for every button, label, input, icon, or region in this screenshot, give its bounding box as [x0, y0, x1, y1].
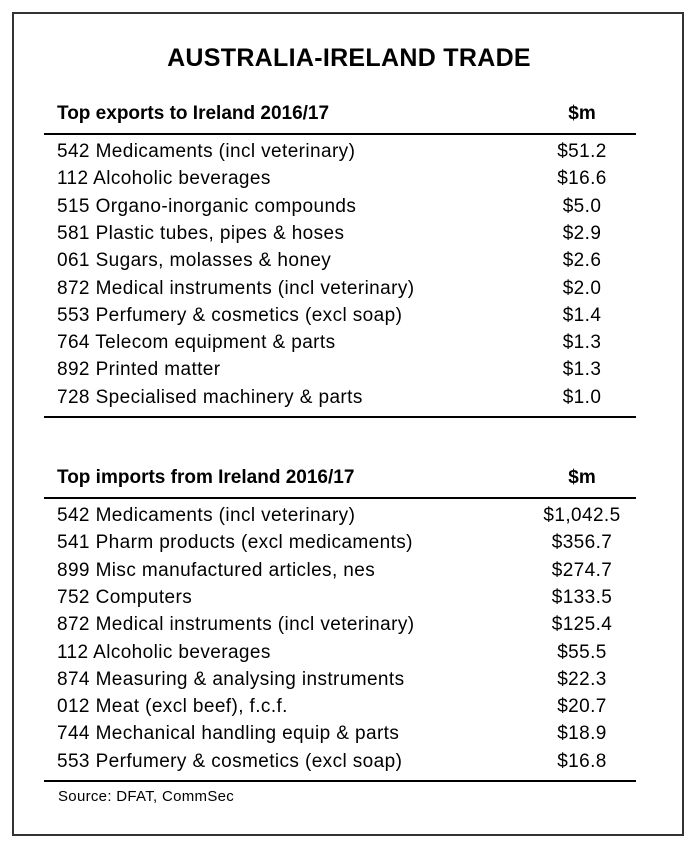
- item-value: $51.2: [557, 141, 607, 162]
- table-row: 012 Meat (excl beef), f.c.f. $20.7: [44, 696, 636, 723]
- item-label: 542 Medicaments (incl veterinary): [57, 505, 356, 526]
- item-value: $1.3: [562, 332, 602, 354]
- item-value: $16.8: [557, 750, 607, 772]
- table-bottom-rule: [44, 416, 636, 418]
- table-row: 581 Plastic tubes, pipes & hoses $2.9: [44, 223, 636, 250]
- table-row: 874 Measuring & analysing instruments $22…: [44, 669, 636, 696]
- item-label: 872 Medical instruments (incl veterinary…: [57, 277, 415, 299]
- table-row: 112 Alcoholic beverages $16.6: [44, 168, 636, 195]
- table-header: Top exports to Ireland 2016/17 $m: [44, 103, 636, 135]
- item-label: 892 Printed matter: [57, 359, 221, 381]
- table-row: 112 Alcoholic beverages $55.5: [44, 642, 636, 669]
- item-label: 899 Misc manufactured articles, nes: [57, 559, 376, 581]
- frame: [12, 12, 684, 836]
- item-label: 744 Mechanical handling equip & parts: [57, 723, 400, 745]
- item-label: 553 Perfumery & cosmetics (excl soap): [57, 304, 403, 326]
- item-value: $22.3: [557, 668, 607, 690]
- item-value: $20.7: [557, 696, 607, 718]
- item-value: $2.6: [562, 250, 602, 272]
- header-label: Top imports from Ireland 2016/17: [57, 467, 355, 488]
- item-value: $16.6: [557, 168, 607, 190]
- table-row: 744 Mechanical handling equip & parts $18…: [44, 723, 636, 750]
- item-label: 752 Computers: [57, 586, 193, 608]
- item-label: 728 Specialised machinery & parts: [57, 386, 363, 408]
- item-value: $1.4: [562, 304, 602, 326]
- item-value: $1.0: [562, 386, 602, 408]
- table-bottom-rule: [44, 780, 636, 782]
- header-unit: $m: [568, 103, 596, 124]
- table-row: 872 Medical instruments (incl veterinary…: [44, 614, 636, 641]
- item-label: 061 Sugars, molasses & honey: [57, 250, 332, 272]
- table-row: 515 Organo-inorganic compounds $5.0: [44, 196, 636, 223]
- title: AUSTRALIA-IRELAND TRADE: [167, 44, 531, 72]
- table-row: 542 Medicaments (incl veterinary) $51.2: [44, 141, 636, 168]
- item-label: 874 Measuring & analysing instruments: [57, 668, 405, 690]
- item-label: 542 Medicaments (incl veterinary): [57, 141, 356, 162]
- item-label: 012 Meat (excl beef), f.c.f.: [57, 696, 288, 718]
- item-value: $55.5: [557, 641, 607, 663]
- table-row: 764 Telecom equipment & parts $1.3: [44, 332, 636, 359]
- item-value: $2.0: [562, 277, 602, 299]
- table-row: 872 Medical instruments (incl veterinary…: [44, 278, 636, 305]
- item-label: 541 Pharm products (excl medicaments): [57, 532, 413, 554]
- item-label: 553 Perfumery & cosmetics (excl soap): [57, 750, 403, 772]
- item-value: $125.4: [551, 614, 613, 636]
- item-label: 112 Alcoholic beverages: [57, 641, 271, 663]
- item-label: 112 Alcoholic beverages: [57, 168, 271, 190]
- table-row: 892 Printed matter $1.3: [44, 359, 636, 386]
- table-row: 553 Perfumery & cosmetics (excl soap) $16…: [44, 751, 636, 778]
- table-row: 752 Computers $133.5: [44, 587, 636, 614]
- item-value: $1,042.5: [543, 505, 621, 526]
- item-value: $2.9: [562, 222, 602, 244]
- item-label: 515 Organo-inorganic compounds: [57, 195, 357, 217]
- item-value: $18.9: [557, 723, 607, 745]
- item-label: 872 Medical instruments (incl veterinary…: [57, 614, 415, 636]
- table-row: 542 Medicaments (incl veterinary) $1,042.…: [44, 505, 636, 532]
- table-row: 728 Specialised machinery & parts $1.0: [44, 387, 636, 414]
- item-value: $133.5: [551, 586, 613, 608]
- table-header: Top imports from Ireland 2016/17 $m: [44, 467, 636, 499]
- item-value: $356.7: [551, 532, 613, 554]
- table-row: 541 Pharm products (excl medicaments) $35…: [44, 532, 636, 559]
- header-label: Top exports to Ireland 2016/17: [57, 103, 330, 124]
- item-value: $274.7: [551, 559, 613, 581]
- header-unit: $m: [568, 467, 596, 488]
- item-value: $5.0: [562, 195, 602, 217]
- table-row: 061 Sugars, molasses & honey $2.6: [44, 250, 636, 277]
- item-label: 581 Plastic tubes, pipes & hoses: [57, 222, 345, 244]
- table-row: 899 Misc manufactured articles, nes $274.…: [44, 560, 636, 587]
- source: Source: DFAT, CommSec: [58, 788, 235, 805]
- item-label: 764 Telecom equipment & parts: [57, 332, 336, 354]
- table-row: 553 Perfumery & cosmetics (excl soap) $1.…: [44, 305, 636, 332]
- item-value: $1.3: [562, 359, 602, 381]
